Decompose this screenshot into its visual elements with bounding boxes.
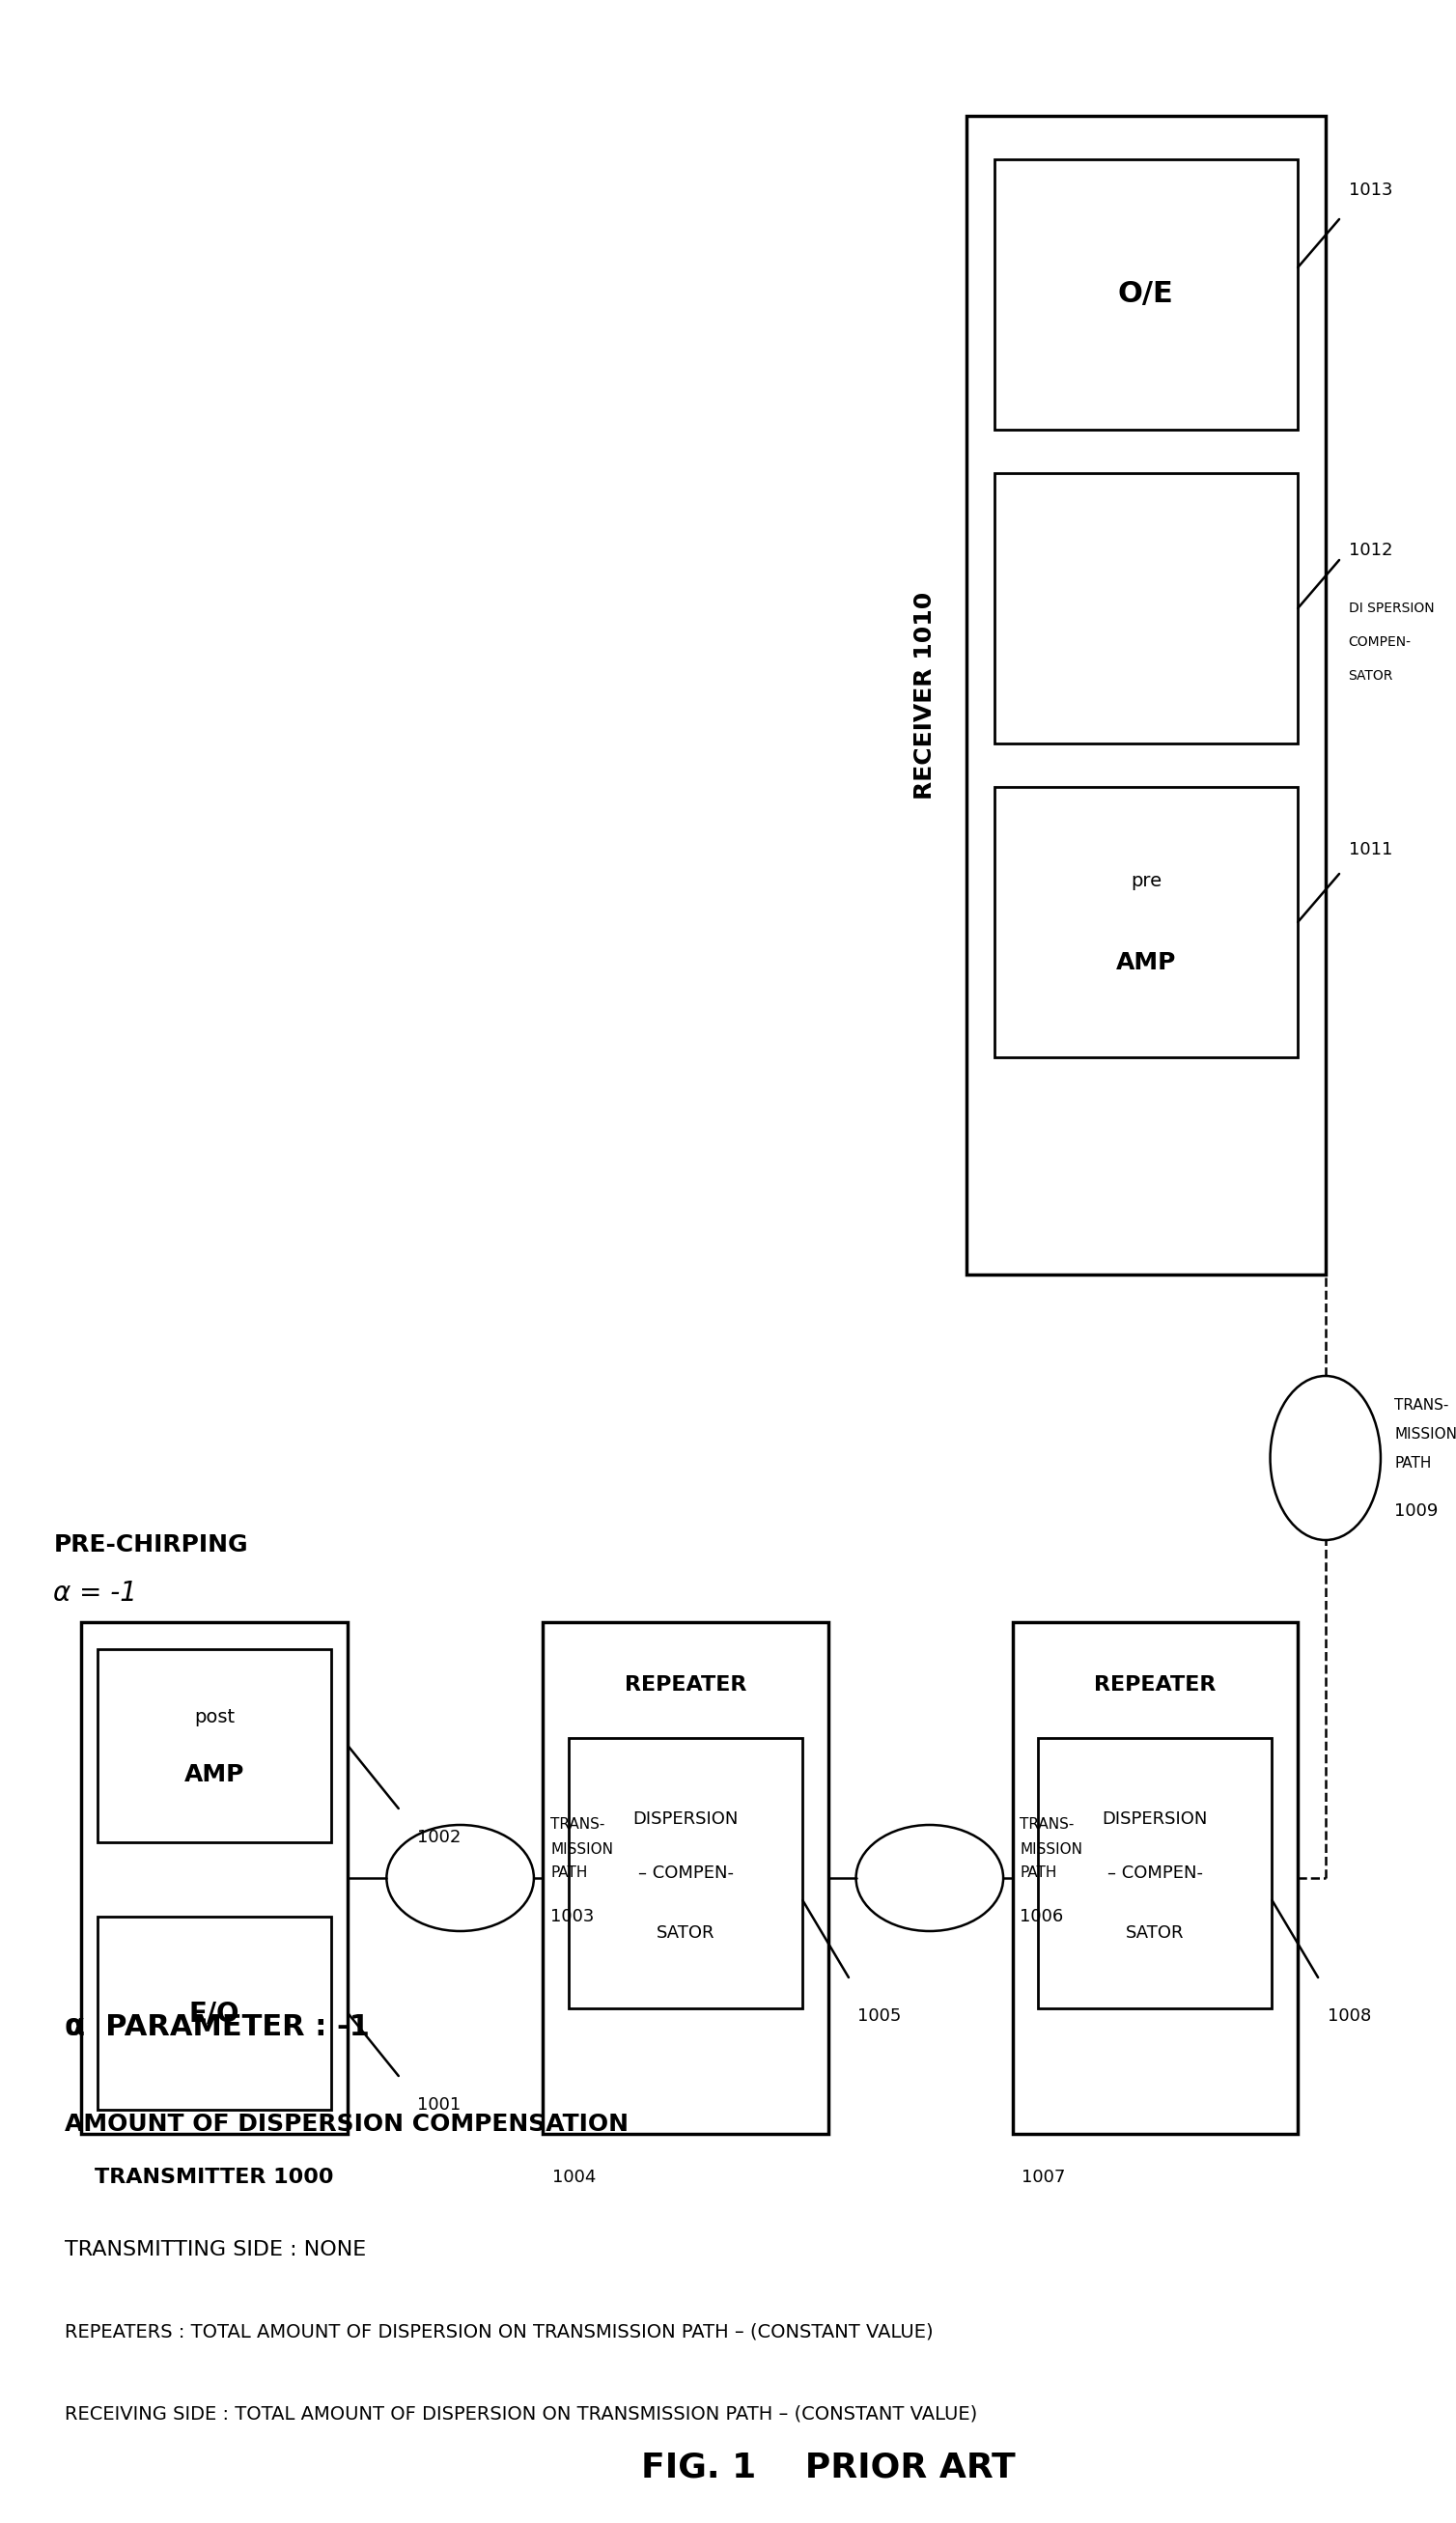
Text: PATH: PATH (1019, 1867, 1057, 1880)
Text: FIG. 1    PRIOR ART: FIG. 1 PRIOR ART (641, 2450, 1016, 2483)
Text: TRANS-: TRANS- (1395, 1398, 1449, 1413)
Text: PRE-CHIRPING: PRE-CHIRPING (54, 1534, 248, 1557)
Text: MISSION: MISSION (1395, 1425, 1456, 1441)
Text: O/E: O/E (1118, 280, 1174, 308)
Text: α = -1: α = -1 (54, 1579, 137, 1607)
Text: RECEIVER 1010: RECEIVER 1010 (913, 590, 936, 800)
Text: AMP: AMP (185, 1764, 245, 1786)
Text: pre: pre (1130, 873, 1162, 891)
Text: RECEIVING SIDE : TOTAL AMOUNT OF DISPERSION ON TRANSMISSION PATH – (CONSTANT VAL: RECEIVING SIDE : TOTAL AMOUNT OF DISPERS… (64, 2404, 977, 2422)
Bar (569, 1738, 802, 2008)
Ellipse shape (1270, 1375, 1380, 1539)
Text: REPEATER: REPEATER (625, 1675, 747, 1695)
Text: 1011: 1011 (1348, 840, 1392, 858)
Text: 1005: 1005 (858, 2008, 901, 2026)
Text: REPEATER: REPEATER (1093, 1675, 1216, 1695)
Bar (98, 1917, 332, 2109)
Text: E/O: E/O (189, 2001, 240, 2026)
Text: COMPEN-: COMPEN- (1348, 636, 1411, 648)
Text: DI SPERSION: DI SPERSION (1348, 600, 1434, 616)
Ellipse shape (856, 1824, 1003, 1930)
Text: – COMPEN-: – COMPEN- (638, 1864, 734, 1882)
Bar (994, 159, 1297, 429)
Text: DISPERSION: DISPERSION (633, 1812, 738, 1827)
Text: SATOR: SATOR (1348, 669, 1393, 684)
Bar (1012, 1622, 1297, 2134)
Text: TRANSMITTER 1000: TRANSMITTER 1000 (95, 2167, 333, 2187)
Text: DISPERSION: DISPERSION (1102, 1812, 1208, 1827)
Text: 1009: 1009 (1395, 1501, 1439, 1519)
Text: α  PARAMETER : -1: α PARAMETER : -1 (64, 2013, 370, 2041)
Ellipse shape (387, 1824, 534, 1930)
Bar (967, 116, 1325, 1274)
Text: TRANS-: TRANS- (550, 1817, 604, 1832)
Text: 1006: 1006 (1019, 1907, 1063, 1925)
Bar (82, 1622, 348, 2134)
Text: PATH: PATH (550, 1867, 587, 1880)
Text: SATOR: SATOR (657, 1925, 715, 1940)
Text: MISSION: MISSION (550, 1842, 613, 1857)
Bar (994, 787, 1297, 1057)
Text: TRANSMITTING SIDE : NONE: TRANSMITTING SIDE : NONE (64, 2240, 365, 2261)
Text: TRANS-: TRANS- (1019, 1817, 1075, 1832)
Text: MISSION: MISSION (1019, 1842, 1083, 1857)
Bar (543, 1622, 828, 2134)
Text: 1012: 1012 (1348, 542, 1392, 560)
Text: AMP: AMP (1115, 951, 1176, 974)
Bar (1038, 1738, 1273, 2008)
Text: 1001: 1001 (416, 2097, 460, 2114)
Bar (98, 1650, 332, 1842)
Text: 1013: 1013 (1348, 182, 1392, 199)
Text: REPEATERS : TOTAL AMOUNT OF DISPERSION ON TRANSMISSION PATH – (CONSTANT VALUE): REPEATERS : TOTAL AMOUNT OF DISPERSION O… (64, 2324, 933, 2341)
Text: 1004: 1004 (552, 2170, 596, 2185)
Text: AMOUNT OF DISPERSION COMPENSATION: AMOUNT OF DISPERSION COMPENSATION (64, 2112, 629, 2137)
Text: 1008: 1008 (1328, 2008, 1372, 2026)
Text: – COMPEN-: – COMPEN- (1108, 1864, 1203, 1882)
Text: 1002: 1002 (416, 1829, 460, 1847)
Text: 1007: 1007 (1022, 2170, 1066, 2185)
Text: 1003: 1003 (550, 1907, 594, 1925)
Text: post: post (194, 1708, 234, 1726)
Text: SATOR: SATOR (1125, 1925, 1184, 1940)
Text: PATH: PATH (1395, 1456, 1431, 1471)
Bar (994, 474, 1297, 744)
